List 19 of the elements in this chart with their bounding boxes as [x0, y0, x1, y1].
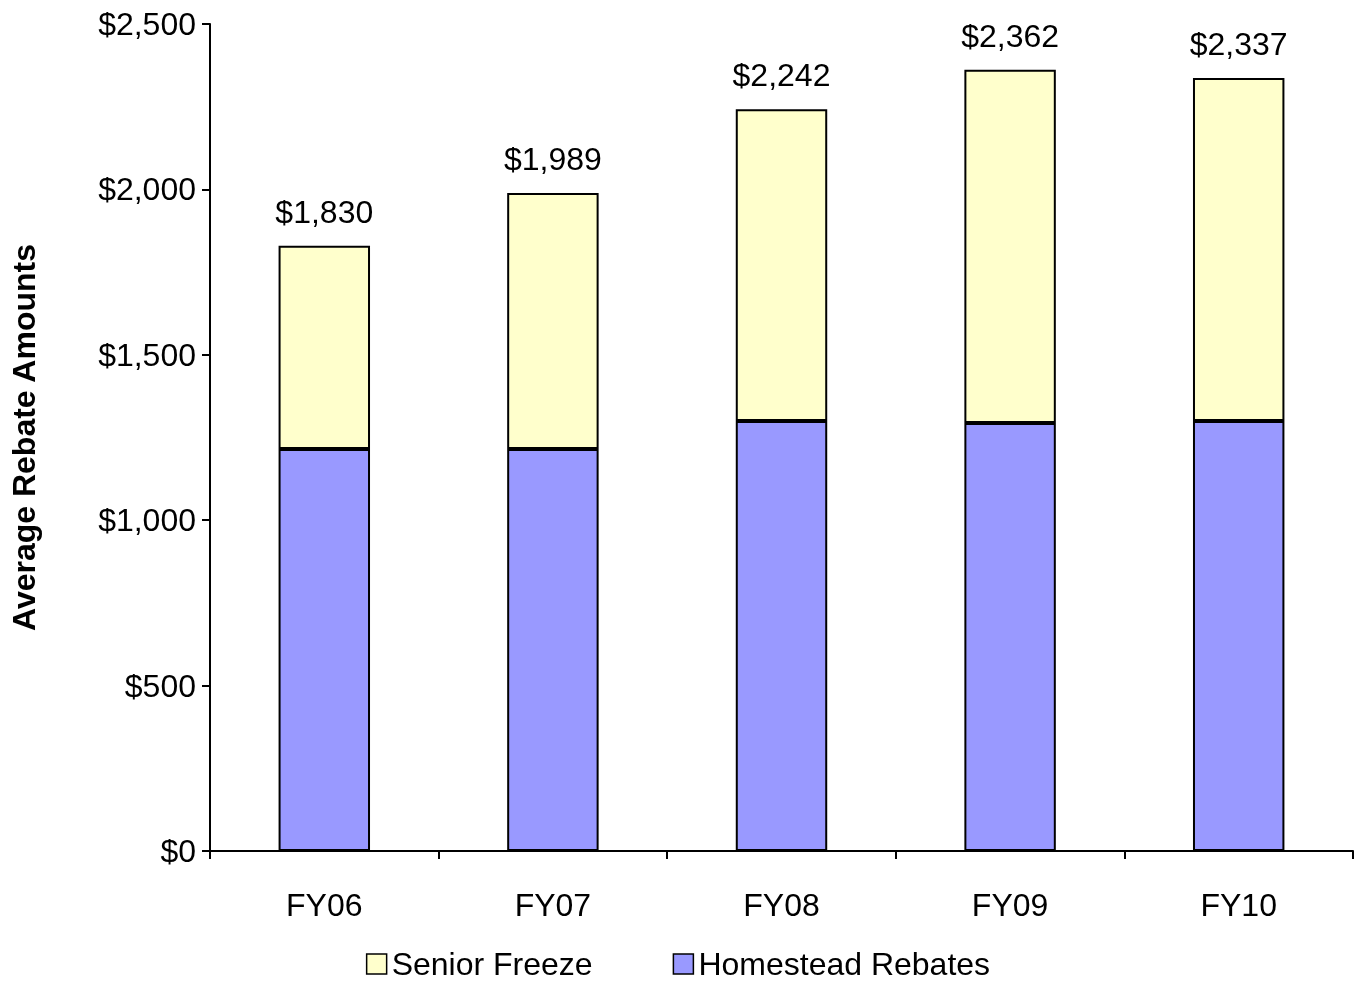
y-tick-label: $2,000: [98, 171, 196, 208]
legend-label: Homestead Rebates: [698, 946, 991, 982]
y-tick-label: $2,500: [98, 6, 196, 42]
total-label: $1,989: [503, 141, 602, 178]
legend-label: Senior Freeze: [391, 946, 593, 982]
x-tick-label: FY09: [971, 887, 1049, 923]
total-label: $1,830: [275, 193, 374, 230]
y-tick-label: $0: [160, 833, 196, 869]
x-tick-label: FY06: [286, 887, 363, 923]
x-tick-label: FY08: [743, 887, 820, 923]
y-tick-label: $500: [124, 667, 196, 704]
x-tick-label: FY07: [514, 887, 592, 923]
total-label: $2,362: [961, 17, 1060, 54]
y-tick-label: $1,500: [98, 336, 196, 373]
x-tick-label: FY10: [1200, 887, 1277, 923]
y-axis-title: Average Rebate Amounts: [6, 243, 42, 632]
y-tick-label: $1,000: [98, 502, 196, 539]
total-label: $2,242: [732, 57, 831, 94]
total-label: $2,337: [1189, 25, 1288, 62]
